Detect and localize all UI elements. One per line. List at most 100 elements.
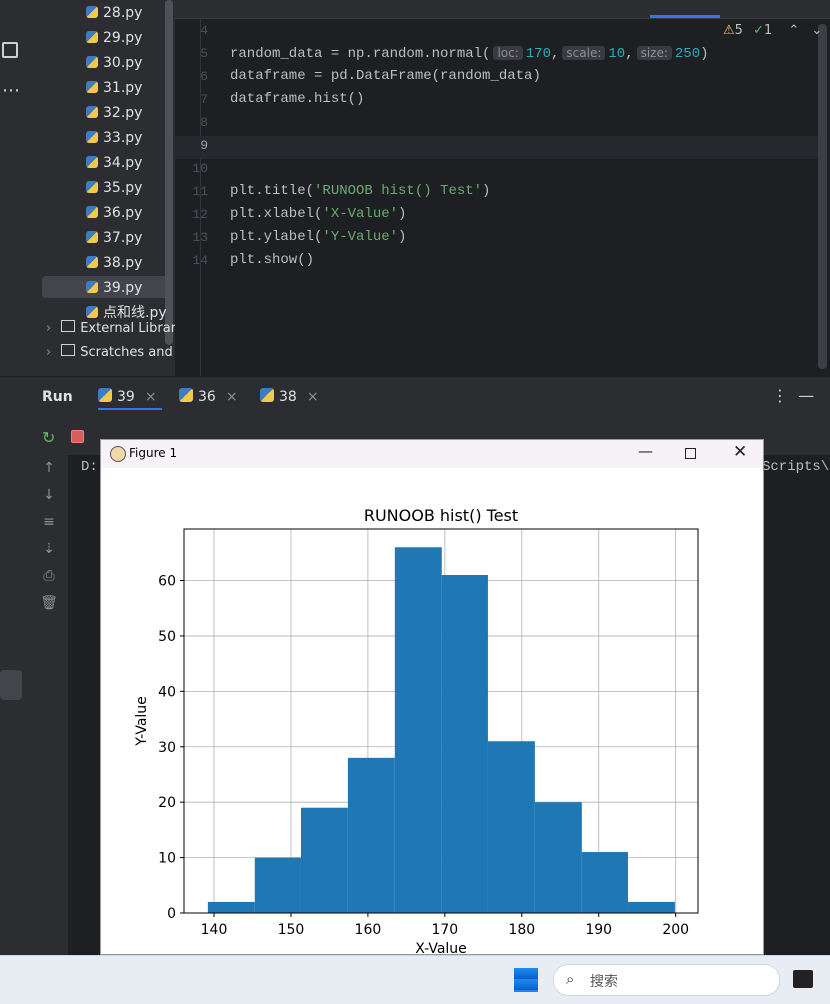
file-item[interactable]: 30.py xyxy=(86,52,142,74)
file-name: 28.py xyxy=(103,5,143,21)
project-panel: 28.py 29.py 30.py 31.py 32.py 33.py 34.py 35.py… xyxy=(30,0,175,376)
console-line: D: xyxy=(81,459,98,475)
y-tick-label: 30 xyxy=(158,740,176,756)
editor: ⚠5 ✓1 ⌃ ⌄ xyxy=(175,0,830,376)
python-icon xyxy=(86,281,98,293)
file-item[interactable]: 32.py xyxy=(86,102,142,124)
run-icon[interactable] xyxy=(0,670,22,700)
bar xyxy=(441,574,488,913)
file-name: 32.py xyxy=(103,105,143,121)
file-item[interactable]: 28.py xyxy=(86,2,142,24)
file-name: 36.py xyxy=(103,205,143,221)
figure-window: Figure 1 — ✕ 140 150 160 170 180 190 200 0 10 20 3… xyxy=(100,439,764,955)
options[interactable]: ⋮ — xyxy=(772,386,815,405)
python-icon xyxy=(86,256,98,268)
chart: 140 150 160 170 180 190 200 0 10 20 30 40 50 60 RUNOOB… xyxy=(134,506,699,954)
structure-icon[interactable] xyxy=(2,42,18,58)
x-tick-label: 150 xyxy=(278,922,305,938)
bar xyxy=(347,757,395,913)
tab-label: 38 xyxy=(279,389,297,405)
python-icon xyxy=(86,56,98,68)
file-name: 37.py xyxy=(103,230,143,246)
x-tick-label: 160 xyxy=(355,922,382,938)
stop[interactable] xyxy=(71,430,84,443)
file-item[interactable]: 29.py xyxy=(86,27,142,49)
maximize[interactable] xyxy=(685,448,696,459)
close[interactable]: ✕ xyxy=(733,442,748,462)
tab-label: 39 xyxy=(117,389,135,405)
python-icon xyxy=(86,206,98,218)
editor-tabs xyxy=(175,0,830,19)
file-item[interactable]: 31.py xyxy=(86,77,142,99)
inspections[interactable]: ⚠5 ✓1 ⌃ ⌄ xyxy=(723,23,823,38)
title-bar: Figure 1 — ✕ xyxy=(101,440,763,468)
file-item[interactable]: 35.py xyxy=(86,177,142,199)
close-tab[interactable]: × xyxy=(306,389,319,405)
active-run-tab xyxy=(98,408,162,410)
tree-group[interactable]: › External Librari xyxy=(46,318,175,340)
chart-title: RUNOOB hist() Test xyxy=(364,506,518,525)
run-tab[interactable]: 38 × xyxy=(260,386,319,408)
close-tab[interactable]: × xyxy=(144,389,157,405)
bar xyxy=(254,857,301,913)
python-icon xyxy=(86,31,98,43)
selected-row xyxy=(42,276,172,298)
y-tick-label: 20 xyxy=(158,795,176,811)
active-tab-underline xyxy=(650,15,720,18)
tree-group[interactable]: › Scratches and C xyxy=(46,342,175,364)
file-item[interactable]: 33.py xyxy=(86,127,142,149)
start-button[interactable] xyxy=(514,968,538,992)
app-icon[interactable] xyxy=(793,970,813,988)
file-item[interactable]: 34.py xyxy=(86,152,142,174)
tab-label: 36 xyxy=(198,389,216,405)
file-name: 39.py xyxy=(103,280,143,296)
run-tab[interactable]: 36 × xyxy=(179,386,238,408)
x-axis-label: X-Value xyxy=(415,941,467,954)
python-icon xyxy=(86,81,98,93)
more-icon[interactable]: ⋯ xyxy=(2,80,20,101)
file-item[interactable]: 39.py xyxy=(86,277,142,299)
python-icon xyxy=(86,6,98,18)
minimize[interactable]: — xyxy=(638,442,653,460)
file-item[interactable]: 点和线.py xyxy=(86,302,167,324)
close-tab[interactable]: × xyxy=(225,389,238,405)
folder-icon xyxy=(61,319,76,332)
divider xyxy=(0,376,830,377)
x-tick-label: 200 xyxy=(662,922,689,938)
file-name: 35.py xyxy=(103,180,143,196)
file-name: 31.py xyxy=(103,80,143,96)
file-item[interactable]: 36.py xyxy=(86,202,142,224)
bar xyxy=(534,802,582,913)
x-tick-label: 180 xyxy=(508,922,535,938)
python-icon xyxy=(260,388,274,402)
scrollbar[interactable] xyxy=(818,24,827,369)
y-tick-label: 60 xyxy=(158,574,176,590)
y-axis-label: Y-Value xyxy=(134,696,150,747)
window-title: Figure 1 xyxy=(129,446,178,460)
python-icon xyxy=(86,106,98,118)
file-name: 38.py xyxy=(103,255,143,271)
run-tab[interactable]: 39 × xyxy=(98,386,157,408)
y-tick-label: 0 xyxy=(167,906,176,922)
app-icon xyxy=(110,446,126,462)
gutter-line xyxy=(200,18,201,376)
run-toolbar: ↑ ↓ ≡ ⇣ ⎙ 🗑 xyxy=(30,455,68,1003)
tool-strip: ⋯ xyxy=(0,0,31,376)
file-item[interactable]: 38.py xyxy=(86,252,142,274)
y-tick-label: 50 xyxy=(158,629,176,645)
folder-icon xyxy=(61,344,76,357)
python-icon xyxy=(98,388,112,402)
file-name: 点和线.py xyxy=(103,305,167,321)
x-tick-label: 140 xyxy=(201,922,228,938)
python-icon xyxy=(86,181,98,193)
bar xyxy=(581,852,628,913)
rerun[interactable]: ↻ xyxy=(42,428,56,447)
python-icon xyxy=(179,388,193,402)
search-placeholder: 搜索 xyxy=(590,974,618,990)
chevron: › xyxy=(46,345,52,361)
run-title: Run xyxy=(42,389,73,405)
file-item[interactable]: 37.py xyxy=(86,227,142,249)
scrollbar[interactable] xyxy=(165,0,173,345)
search-box[interactable]: ⌕ 搜索 xyxy=(553,964,780,996)
